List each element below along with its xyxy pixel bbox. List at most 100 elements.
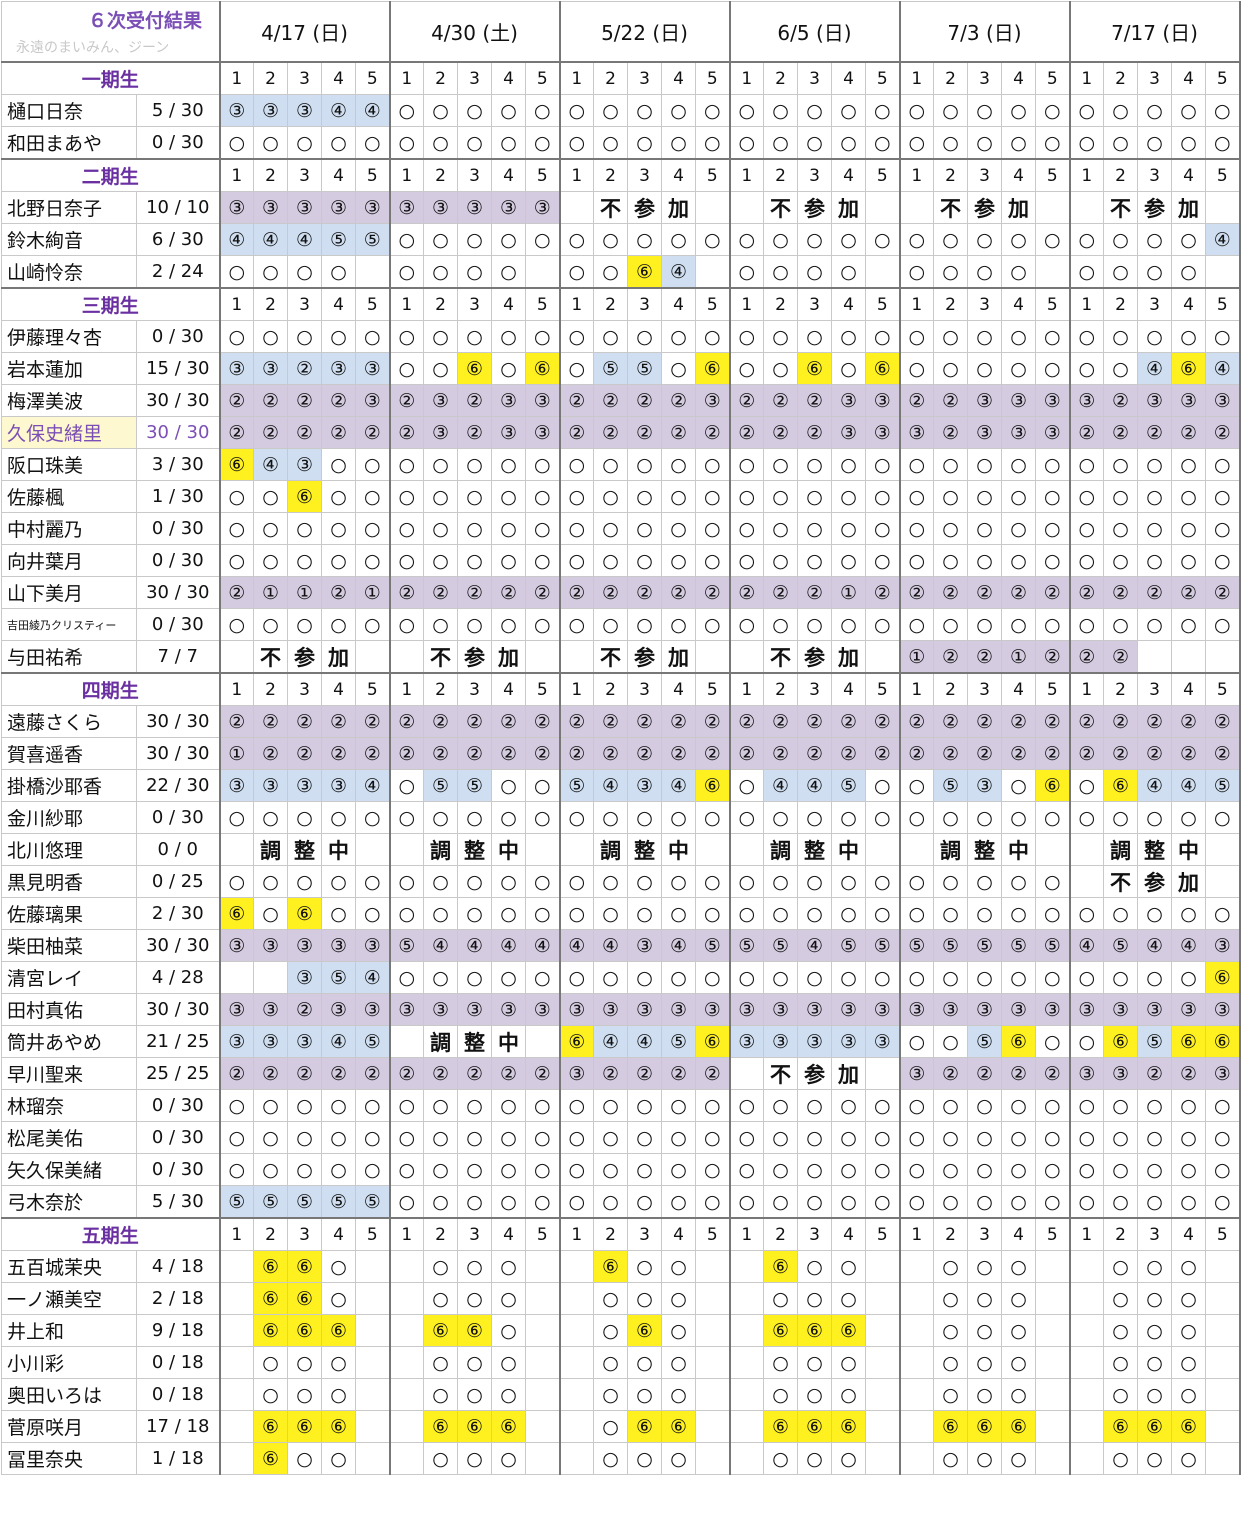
slot-cell: ○ [287,255,322,289]
slot-cell: ② [1205,705,1241,738]
slot-cell: ③ [423,993,458,1026]
slot-cell [1035,1410,1071,1443]
slot-cell: ⑤ [627,352,662,385]
slot-cell: ○ [389,769,424,802]
slot-cell: ② [1171,705,1206,738]
slot-cell: ○ [1069,223,1104,256]
generation-header-row: 二期生 1 2 3 4 5 1 2 3 4 5 1 2 3 4 5 1 2 3 4 5 1 2 3 4 5 1 2 3 4 5 [1,158,1241,192]
member-count: 5 / 30 [136,1185,221,1219]
slot-cell: ⑥ [627,255,662,289]
member-count: 0 / 30 [136,608,221,641]
slot-cell: ○ [355,1089,391,1122]
slot-number: 3 [797,672,832,706]
slot-cell: ○ [1103,1121,1138,1154]
slot-cell: ○ [1069,1185,1104,1219]
slot-number: 5 [355,158,391,192]
slot-cell: ○ [253,126,288,160]
slot-cell [219,833,254,866]
slot-cell: ⑤ [933,929,968,962]
slot-cell: ③ [355,929,391,962]
slot-number: 5 [525,287,561,321]
slot-cell: ○ [729,1089,764,1122]
member-name: 佐藤璃果 [1,897,137,930]
slot-cell: ② [899,737,934,770]
slot-cell: ○ [457,126,492,160]
slot-cell: ⑤ [967,929,1002,962]
slot-cell: ⑥ [1137,1410,1172,1443]
slot-cell: ○ [423,94,458,127]
slot-cell: ③ [899,416,934,449]
slot-cell: ○ [287,126,322,160]
slot-cell: ○ [1069,769,1104,802]
slot-cell: ③ [967,769,1002,802]
slot-cell: ○ [457,1185,492,1219]
status-note: 中 [491,1025,526,1058]
status-note: 整 [287,833,322,866]
slot-cell: ○ [1069,126,1104,160]
slot-cell: ○ [661,480,696,513]
slot-number: 5 [1035,287,1071,321]
slot-cell: ② [933,737,968,770]
slot-cell: ④ [253,223,288,256]
slot-cell: ○ [1137,1346,1172,1379]
slot-cell: ○ [219,255,254,289]
generation-header-row: 四期生 1 2 3 4 5 1 2 3 4 5 1 2 3 4 5 1 2 3 4 5 1 2 3 4 5 1 2 3 4 5 [1,672,1241,706]
slot-cell: ○ [1001,223,1036,256]
slot-cell: ② [389,705,424,738]
slot-cell: ○ [457,608,492,641]
slot-number: 1 [219,672,254,706]
slot-cell: ② [457,576,492,609]
slot-cell: ○ [355,320,391,353]
slot-number: 5 [695,61,731,95]
slot-cell [355,1378,391,1411]
slot-number: 1 [899,672,934,706]
slot-cell: ⑥ [253,1314,288,1347]
status-note: 不 [593,191,628,224]
slot-cell [695,1410,731,1443]
slot-cell: ② [763,705,798,738]
slot-cell: ○ [797,1153,832,1186]
slot-cell: ⑥ [865,352,901,385]
slot-number: 3 [1137,158,1172,192]
slot-cell: ○ [627,320,662,353]
slot-cell: ○ [627,1250,662,1283]
member-count: 6 / 30 [136,223,221,256]
slot-number: 2 [763,158,798,192]
slot-number: 2 [253,1217,288,1251]
member-name: 与田祐希 [1,640,137,674]
slot-cell: ○ [1001,1250,1036,1283]
member-row: 久保史緒里 30 / 30 ② ② ② ② ② ② ③ ② ③ ③ ② ② ② ② ② ② ② ② ③ ③ ③ ② ③ ③ ③ ② ② ②… [1,416,1241,449]
member-count: 17 / 18 [136,1410,221,1443]
slot-cell: ○ [423,480,458,513]
slot-cell: ○ [1205,512,1241,545]
slot-cell: ② [219,705,254,738]
slot-cell [695,1442,731,1475]
slot-cell: ○ [253,1346,288,1379]
slot-cell: ○ [525,608,561,641]
member-name: 林瑠奈 [1,1089,137,1122]
member-count: 3 / 30 [136,448,221,481]
slot-cell: ④ [627,1025,662,1058]
slot-cell: ○ [423,223,458,256]
slot-cell: ⑥ [253,1442,288,1475]
slot-cell: ○ [321,897,356,930]
slot-cell: ○ [967,1314,1002,1347]
slot-cell: ③ [525,191,561,224]
slot-cell: ② [729,384,764,417]
slot-cell: ○ [831,1346,866,1379]
slot-cell: ○ [1103,255,1138,289]
date-header: 7/17 (日) [1069,1,1241,63]
slot-cell: ① [831,576,866,609]
member-name: 五百城茉央 [1,1250,137,1283]
slot-cell: ○ [1103,223,1138,256]
slot-cell: ○ [389,94,424,127]
slot-number: 5 [695,1217,731,1251]
slot-cell: ○ [287,1346,322,1379]
slot-cell: ③ [389,993,424,1026]
slot-cell: ○ [899,865,934,898]
status-note: 不 [253,640,288,674]
slot-cell [525,640,561,674]
slot-cell: ○ [525,1089,561,1122]
slot-cell [559,833,594,866]
